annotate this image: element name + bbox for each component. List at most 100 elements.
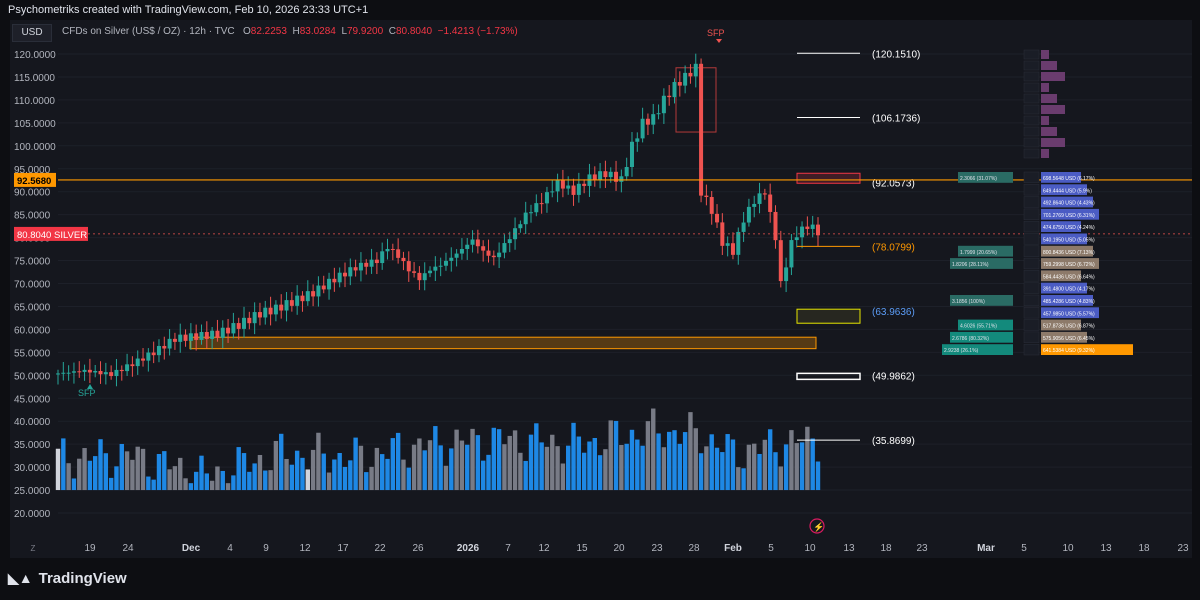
x-tick-label: 10 [804, 543, 816, 554]
profile-mid-cell [1023, 60, 1040, 71]
y-tick-label: 105.0000 [14, 119, 56, 130]
candle-body [481, 246, 486, 251]
footer [0, 560, 1200, 600]
x-tick-label: 19 [84, 543, 96, 554]
candle-body [677, 82, 682, 86]
volume-bar [273, 440, 279, 491]
volume-bar [305, 469, 310, 491]
candle-body [109, 372, 114, 377]
volume-bar [757, 453, 762, 491]
high-value: 83.0284 [299, 26, 336, 37]
candle-body [704, 195, 709, 198]
candle-body [486, 250, 491, 256]
candle-body [693, 63, 698, 77]
profile-left-bar [950, 258, 1013, 269]
volume-bar [465, 444, 470, 491]
profile-mid-cell [1023, 49, 1040, 60]
profile-mid-cell [1023, 233, 1040, 245]
volume-bar [502, 444, 507, 491]
profile-mid-cell [1023, 319, 1040, 331]
volume-bar [294, 450, 300, 491]
candle-body [773, 211, 778, 241]
candle-body [167, 338, 172, 349]
volume-bar [746, 444, 752, 491]
profile-right-label: 701.2769 USD (6.31%) [1043, 213, 1095, 219]
x-tick-label: 5 [1021, 543, 1027, 554]
volume-bar [603, 449, 608, 491]
candle-body [608, 171, 613, 178]
volume-bar [491, 427, 497, 491]
candle-body [560, 179, 565, 189]
sfp-label-low: SFP [78, 388, 96, 398]
price-chart[interactable]: 120.0000 115.0000 110.0000 105.0000 100.0000… [0, 0, 1200, 560]
candle-body [364, 262, 369, 267]
volume-bar [576, 436, 582, 491]
volume-bar [156, 453, 162, 491]
x-tick-label: 12 [299, 543, 311, 554]
profile-right-bar [1041, 270, 1081, 282]
candle-body [125, 364, 130, 372]
currency-selector[interactable]: USD [12, 24, 52, 42]
volume-bar [247, 471, 252, 491]
volume-bar [61, 438, 66, 491]
volume-bar [581, 452, 587, 491]
profile-right-bar [1041, 184, 1087, 196]
volume-bar [427, 440, 433, 491]
candle-body [507, 239, 512, 244]
close-label: C [388, 26, 396, 37]
volume-bar [438, 445, 443, 491]
volume-bar [130, 459, 135, 491]
sfp-arrow-up [87, 384, 93, 389]
x-tick-label: 23 [1177, 543, 1189, 554]
candle-body [422, 273, 427, 281]
volume-bar [167, 469, 172, 491]
volume-bar [560, 463, 566, 491]
candle-body [327, 278, 332, 290]
candle-body [576, 183, 581, 195]
volume-bar [794, 443, 799, 491]
volume-bar [231, 475, 236, 491]
profile-right-bar [1041, 319, 1081, 331]
candle-body [358, 262, 363, 271]
candle-body [257, 312, 262, 318]
volume-bar [496, 429, 502, 491]
volume-bar [358, 445, 364, 491]
y-tick-label: 55.0000 [14, 348, 51, 359]
profile-mid-cell [1023, 82, 1040, 93]
x-tick-label: 10 [1062, 543, 1074, 554]
profile-right-bar [1041, 116, 1049, 125]
volume-bar [534, 423, 539, 491]
volume-bar [151, 479, 156, 491]
profile-mid-cell [1023, 148, 1040, 159]
volume-bar [805, 426, 810, 491]
volume-bar [815, 461, 821, 491]
volume-bar [337, 453, 342, 491]
volume-bar [512, 430, 518, 491]
profile-mid-cell [1023, 245, 1040, 257]
candle-body [699, 63, 704, 196]
volume-bar [624, 443, 629, 491]
symbol-title: CFDs on Silver (US$ / OZ) · 12h · TVC [62, 26, 235, 37]
level-label: (92.0573) [872, 178, 915, 189]
volume-bar [566, 445, 571, 491]
volume-bar [789, 430, 794, 491]
volume-bar [374, 447, 380, 491]
candle-body [529, 212, 534, 214]
volume-bar [778, 466, 783, 491]
volume-bar [666, 431, 672, 491]
volume-bar [720, 452, 725, 491]
y-tick-label: 115.0000 [14, 73, 55, 84]
volume-bar [379, 454, 385, 491]
x-axis-zoom-icon: Z [31, 544, 36, 553]
profile-mid-cell [1023, 104, 1040, 115]
volume-bar [592, 437, 597, 491]
candle-body [268, 307, 273, 315]
profile-mid-cell [1023, 126, 1040, 137]
candle-body [603, 171, 608, 178]
open-value: 82.2253 [250, 26, 287, 37]
y-tick-label: 25.0000 [14, 486, 51, 497]
tradingview-logo[interactable]: ◣▲ TradingView [8, 570, 127, 587]
candle-body [135, 358, 140, 367]
volume-bar [268, 470, 273, 491]
candle-body [242, 317, 247, 329]
